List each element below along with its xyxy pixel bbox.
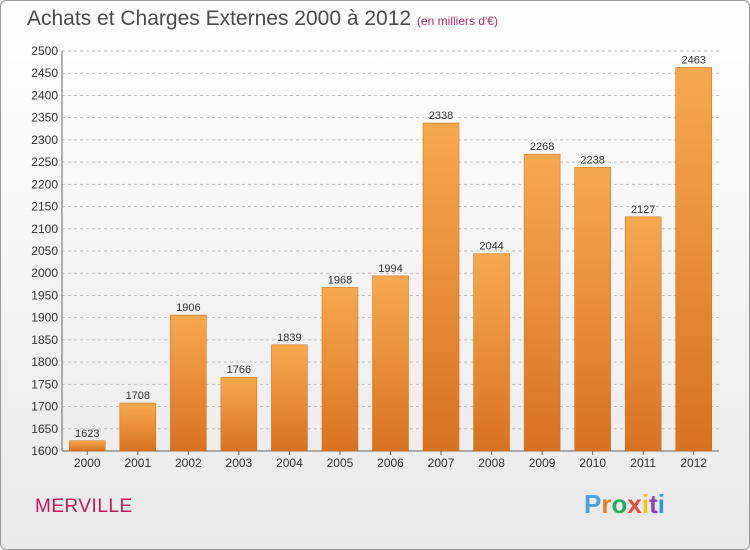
y-tick-label: 1650	[31, 422, 58, 436]
data-label: 1906	[176, 302, 200, 314]
data-label: 1968	[328, 274, 352, 286]
data-label: 2463	[681, 54, 705, 66]
proxiti-logo: Proxiti	[584, 489, 665, 520]
x-tick-label: 2009	[529, 456, 556, 470]
y-tick-label: 1600	[31, 444, 58, 458]
logo-letter: r	[601, 489, 612, 519]
chart-title: Achats et Charges Externes 2000 à 2012	[27, 7, 412, 30]
bar	[69, 440, 106, 452]
x-tick-label: 2000	[74, 456, 101, 470]
y-tick-label: 2250	[31, 155, 58, 169]
y-tick-label: 1900	[31, 311, 58, 325]
y-tick-label: 2350	[31, 111, 58, 125]
city-name: MERVILLE	[35, 496, 133, 517]
y-tick-label: 2150	[31, 200, 58, 214]
y-tick-label: 2450	[31, 66, 58, 80]
bar	[574, 167, 611, 452]
bar	[220, 376, 258, 452]
x-tick-label: 2008	[478, 456, 505, 470]
bar	[422, 122, 460, 452]
y-tick-label: 2000	[31, 266, 58, 280]
data-label: 1994	[378, 263, 402, 275]
data-label: 1766	[227, 364, 251, 376]
data-label: 1708	[126, 390, 150, 402]
logo-letter: t	[649, 489, 658, 519]
y-tick-label: 1850	[31, 333, 58, 347]
y-tick-label: 2400	[31, 88, 58, 102]
bar	[271, 344, 308, 452]
bar	[321, 287, 359, 452]
bar	[170, 314, 207, 452]
data-label: 2127	[631, 204, 655, 216]
y-tick-label: 2050	[31, 244, 58, 258]
bar	[119, 402, 157, 452]
data-label: 2268	[530, 141, 554, 153]
x-tick-label: 2007	[428, 456, 455, 470]
y-tick-label: 1950	[31, 288, 58, 302]
x-tick-label: 2005	[327, 456, 354, 470]
x-tick-label: 2011	[630, 456, 656, 470]
data-label: 1839	[277, 332, 301, 344]
logo-letter: i	[657, 489, 665, 519]
data-label: 2044	[479, 241, 503, 253]
bar	[523, 153, 561, 452]
y-tick-label: 2100	[31, 222, 58, 236]
data-label: 2238	[580, 154, 604, 166]
chart-subtitle: (en milliers d'€)	[417, 14, 498, 28]
x-tick-label: 2004	[276, 456, 303, 470]
x-tick-label: 2012	[680, 456, 707, 470]
logo-letter: P	[584, 489, 602, 519]
data-label: 1623	[75, 428, 99, 440]
bar	[372, 275, 409, 452]
logo-letter: x	[627, 489, 642, 519]
logo-letter: i	[641, 489, 650, 519]
x-tick-label: 2006	[377, 456, 404, 470]
x-tick-label: 2003	[226, 456, 253, 470]
y-tick-label: 1700	[31, 400, 58, 414]
x-tick-label: 2002	[175, 456, 202, 470]
bar	[473, 253, 510, 452]
y-tick-label: 1750	[31, 377, 58, 391]
y-tick-label: 2500	[31, 44, 58, 58]
y-tick-label: 2200	[31, 177, 58, 191]
y-tick-label: 2300	[31, 133, 58, 147]
bar	[675, 67, 712, 452]
y-tick-label: 1800	[31, 355, 58, 369]
x-tick-label: 2010	[579, 456, 606, 470]
x-tick-label: 2001	[124, 456, 151, 470]
logo-letter: o	[611, 489, 628, 519]
bar	[624, 216, 662, 452]
data-label: 2338	[429, 110, 453, 122]
